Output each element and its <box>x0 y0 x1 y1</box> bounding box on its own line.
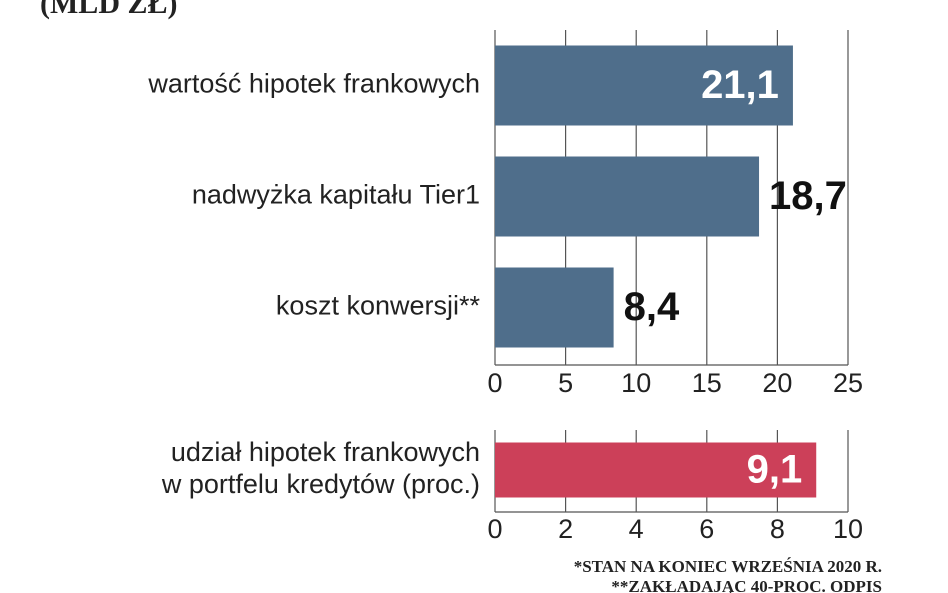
category-label-line: w portfelu kredytów (proc.) <box>161 469 480 499</box>
x-tick-label: 0 <box>487 514 502 544</box>
bar <box>495 45 793 126</box>
x-tick-label: 25 <box>833 368 863 398</box>
footnote: *STAN NA KONIEC WRZEŚNIA 2020 R. <box>574 557 882 576</box>
value-label: 8,4 <box>624 285 680 329</box>
category-label: nadwyżka kapitału Tier1 <box>192 180 480 210</box>
category-label: koszt konwersji** <box>276 291 481 321</box>
x-tick-label: 10 <box>833 514 863 544</box>
x-tick-label: 6 <box>699 514 714 544</box>
x-tick-label: 5 <box>558 368 573 398</box>
x-tick-label: 0 <box>487 368 502 398</box>
x-tick-label: 10 <box>621 368 651 398</box>
bar <box>495 156 760 237</box>
x-tick-label: 8 <box>770 514 785 544</box>
bar <box>495 442 817 498</box>
category-label: udział hipotek frankowych w portfelu kred… <box>161 437 480 499</box>
category-label: wartość hipotek frankowych <box>147 69 480 99</box>
value-label: 9,1 <box>747 448 803 492</box>
x-tick-label: 20 <box>762 368 792 398</box>
chart-title: (MLD ZŁ) <box>40 0 178 20</box>
x-tick-label: 15 <box>692 368 722 398</box>
value-label: 21,1 <box>701 63 779 107</box>
footnote: **ZAKŁADAJĄC 40-PROC. ODPIS <box>611 577 882 593</box>
category-label-line: udział hipotek frankowych <box>171 437 480 467</box>
x-tick-label: 2 <box>558 514 573 544</box>
bar <box>495 267 614 348</box>
value-label: 18,7 <box>769 174 847 218</box>
x-tick-label: 4 <box>629 514 644 544</box>
